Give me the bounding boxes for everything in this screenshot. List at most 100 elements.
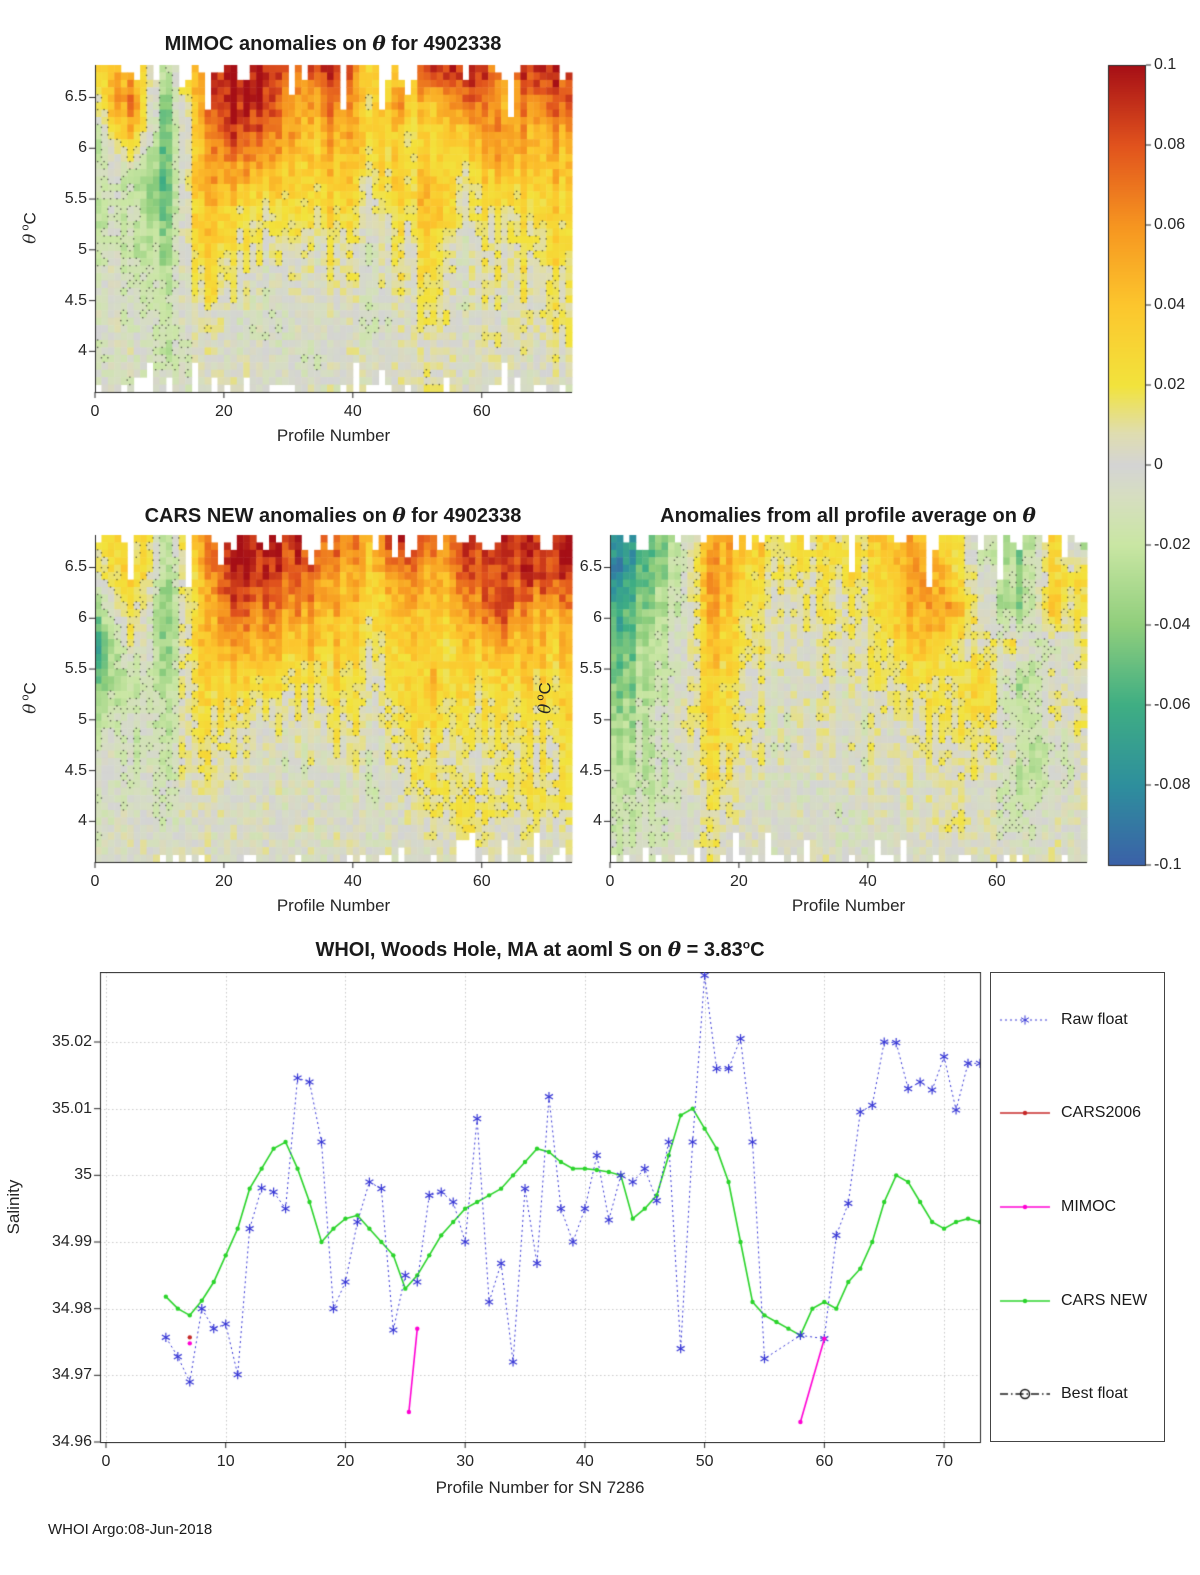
tick-label: 34.96 bbox=[51, 1433, 92, 1450]
tick-label: 4 bbox=[78, 812, 87, 830]
title-text: CARS NEW anomalies on bbox=[144, 505, 393, 527]
tick-label: 0.08 bbox=[1154, 136, 1186, 153]
tick-label: -0.02 bbox=[1154, 536, 1191, 553]
xlabel-all-profile-average: Profile Number bbox=[791, 896, 906, 915]
tick-label: -0.1 bbox=[1154, 856, 1182, 873]
tick-label: 60 bbox=[815, 1453, 834, 1470]
title-text: Anomalies from all profile average on bbox=[660, 505, 1023, 527]
tick-label: 6 bbox=[593, 609, 602, 627]
theta-symbol: θ bbox=[667, 937, 682, 961]
legend-label: CARS NEW bbox=[1061, 1291, 1148, 1309]
tick-label: 6.5 bbox=[64, 88, 87, 106]
tick-label: 70 bbox=[935, 1453, 953, 1470]
tick-label: 0.04 bbox=[1154, 296, 1186, 313]
tick-label: 35 bbox=[74, 1166, 92, 1184]
theta-symbol: θ bbox=[1022, 503, 1036, 527]
tick-label: 6.5 bbox=[579, 558, 602, 576]
title-all-profile-average: Anomalies from all profile average on θ bbox=[558, 503, 1138, 528]
tick-label: 34.97 bbox=[51, 1366, 92, 1384]
tick-label: 0.02 bbox=[1154, 376, 1186, 393]
tick-label: 0 bbox=[90, 403, 100, 420]
tick-label: 35.02 bbox=[51, 1033, 92, 1050]
degree-superscript: o bbox=[19, 224, 32, 231]
title-text: WHOI, Woods Hole, MA at aoml S on bbox=[315, 939, 668, 961]
tick-label: -0.06 bbox=[1154, 696, 1191, 713]
tick-label: 60 bbox=[472, 403, 491, 420]
degree-superscript: o bbox=[742, 937, 751, 952]
tick-label: 60 bbox=[472, 873, 491, 890]
tick-label: 34.99 bbox=[51, 1233, 92, 1250]
ylabel-text: C bbox=[20, 682, 40, 695]
legend-entry-best-float: Best float bbox=[991, 1384, 1164, 1405]
tick-label: 4.5 bbox=[64, 291, 87, 309]
tick-label: 4.5 bbox=[64, 761, 87, 779]
degree-superscript: o bbox=[19, 694, 32, 701]
xlabel-salinity: Profile Number for SN 7286 bbox=[435, 1478, 645, 1497]
tick-label: 40 bbox=[343, 403, 362, 420]
tick-label: 20 bbox=[336, 1453, 355, 1470]
tick-label: 34.98 bbox=[51, 1299, 92, 1317]
tick-label: 10 bbox=[216, 1453, 235, 1470]
tick-label: 5 bbox=[78, 240, 87, 258]
tick-label: 4 bbox=[593, 812, 602, 830]
legend-swatch bbox=[997, 1103, 1053, 1124]
tick-label: 40 bbox=[343, 873, 362, 890]
legend-entry-mimoc: MIMOC bbox=[991, 1196, 1164, 1217]
legend-swatch bbox=[997, 1009, 1053, 1030]
tick-label: 0.06 bbox=[1154, 216, 1186, 233]
footer-text: WHOI Argo:08-Jun-2018 bbox=[48, 1521, 213, 1538]
tick-label: 4.5 bbox=[579, 761, 602, 779]
legend-label: Raw float bbox=[1061, 1010, 1128, 1028]
tick-label: 6 bbox=[78, 139, 87, 157]
legend-swatch bbox=[997, 1290, 1053, 1311]
tick-label: 5.5 bbox=[64, 660, 87, 678]
tick-label: 5 bbox=[78, 710, 87, 728]
title-text: MIMOC anomalies on bbox=[164, 33, 373, 55]
tick-label: -0.08 bbox=[1154, 776, 1191, 793]
tick-label: 5 bbox=[593, 710, 602, 728]
tick-label: 5.5 bbox=[579, 660, 602, 678]
tick-label: -0.04 bbox=[1154, 616, 1191, 633]
ylabel-salinity: Salinity bbox=[4, 1179, 23, 1235]
tick-label: 0 bbox=[90, 873, 100, 890]
tick-label: 40 bbox=[858, 873, 877, 890]
tick-label: 0.1 bbox=[1154, 56, 1177, 73]
tick-label: 20 bbox=[215, 873, 233, 890]
tick-label: 4 bbox=[78, 342, 87, 360]
ylabel-text: C bbox=[20, 212, 40, 225]
title-text: for 4902338 bbox=[405, 505, 522, 527]
legend-label: MIMOC bbox=[1061, 1197, 1117, 1215]
theta-symbol: θ bbox=[372, 31, 386, 55]
title-text: for 4902338 bbox=[385, 33, 502, 55]
tick-label: 6.5 bbox=[64, 558, 87, 576]
title-salinity: WHOI, Woods Hole, MA at aoml S on θ = 3.… bbox=[140, 937, 940, 962]
tick-label: 6 bbox=[78, 609, 87, 627]
legend-swatch bbox=[997, 1384, 1053, 1405]
tick-label: 50 bbox=[695, 1453, 714, 1470]
degree-superscript: o bbox=[534, 694, 547, 701]
legend-label: Best float bbox=[1061, 1385, 1128, 1403]
title-cars-new: CARS NEW anomalies on θ for 4902338 bbox=[63, 503, 603, 528]
tick-label: 5.5 bbox=[64, 190, 87, 208]
tick-label: 40 bbox=[575, 1453, 594, 1470]
tick-label: 60 bbox=[987, 873, 1006, 890]
tick-label: 0 bbox=[101, 1453, 111, 1470]
legend-swatch bbox=[997, 1196, 1053, 1217]
title-text: C bbox=[750, 939, 765, 961]
tick-label: 20 bbox=[215, 403, 233, 420]
xlabel-cars-new: Profile Number bbox=[276, 896, 391, 915]
theta-symbol: θ bbox=[392, 503, 406, 527]
tick-label: 0 bbox=[1154, 456, 1163, 473]
tick-label: 20 bbox=[730, 873, 748, 890]
legend-entry-cars-new: CARS NEW bbox=[991, 1290, 1164, 1311]
tick-label: 35.01 bbox=[51, 1099, 92, 1117]
title-text: = 3.83 bbox=[681, 939, 743, 961]
tick-label: 0 bbox=[605, 873, 615, 890]
legend-entry-raw-float: Raw float bbox=[991, 1009, 1164, 1030]
tick-label: 30 bbox=[456, 1453, 475, 1470]
xlabel-mimoc: Profile Number bbox=[276, 426, 391, 445]
legend-label: CARS2006 bbox=[1061, 1104, 1142, 1122]
legend-entry-cars2006: CARS2006 bbox=[991, 1103, 1164, 1124]
ylabel-text: C bbox=[535, 682, 555, 695]
